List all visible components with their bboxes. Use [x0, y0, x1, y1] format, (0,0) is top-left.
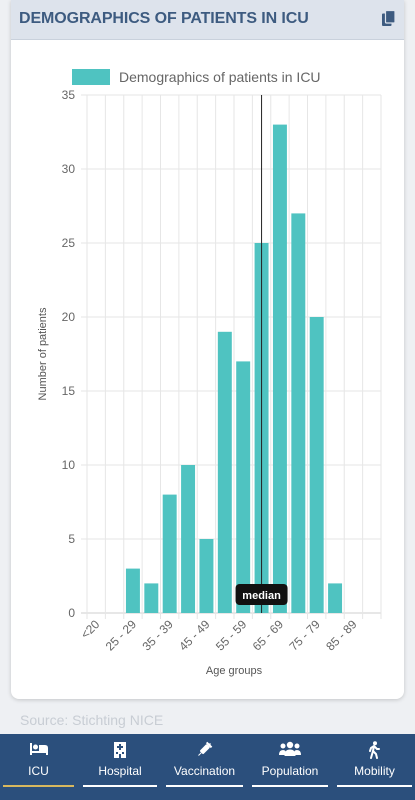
bar [236, 361, 251, 613]
y-tick-label: 0 [68, 606, 75, 620]
x-tick-label: 45 - 49 [176, 617, 213, 654]
bar [181, 465, 196, 613]
walking-icon [367, 741, 381, 764]
x-tick-label: 65 - 69 [250, 617, 287, 654]
x-tick-label: 35 - 39 [139, 617, 176, 654]
x-axis-label: Age groups [206, 665, 263, 677]
bar [199, 539, 214, 613]
nav-item-icu[interactable]: ICU [0, 734, 77, 800]
bar [125, 568, 140, 613]
bar [309, 317, 324, 613]
y-tick-label: 10 [62, 458, 76, 472]
source-text: Source: Stichting NICE [20, 712, 164, 728]
y-tick-label: 25 [62, 236, 76, 250]
bar [162, 494, 177, 613]
nav-active-indicator [3, 785, 74, 787]
nav-underline [83, 785, 157, 787]
bar [217, 331, 232, 613]
card-header: DEMOGRAPHICS OF PATIENTS IN ICU [11, 0, 404, 40]
legend-label: Demographics of patients in ICU [119, 69, 321, 85]
people-icon [278, 741, 302, 762]
y-tick-label: 20 [62, 310, 76, 324]
y-axis-label: Number of patients [37, 307, 49, 400]
bar [328, 583, 343, 613]
hospital-icon [113, 741, 127, 763]
x-tick-label: 85 - 89 [323, 617, 360, 654]
median-tooltip [235, 584, 288, 605]
nav-item-population[interactable]: Population [249, 734, 331, 800]
y-tick-label: 35 [62, 88, 76, 102]
bar [291, 213, 306, 613]
nav-label: ICU [28, 764, 49, 778]
nav-label: Mobility [354, 764, 395, 778]
card-title: DEMOGRAPHICS OF PATIENTS IN ICU [19, 10, 309, 27]
bottom-nav: ICU Hospital [0, 734, 415, 800]
nav-underline [252, 785, 328, 787]
bed-icon [29, 741, 49, 762]
syringe-icon [196, 741, 213, 763]
x-tick-label: 55 - 59 [213, 617, 250, 654]
nav-item-mobility[interactable]: Mobility [334, 734, 415, 800]
median-label: median [242, 590, 281, 602]
nav-underline [166, 785, 243, 787]
bar [272, 124, 287, 613]
legend-swatch [72, 69, 110, 85]
nav-underline [337, 785, 412, 787]
y-tick-label: 5 [68, 532, 75, 546]
bar [144, 583, 159, 613]
y-tick-label: 15 [62, 384, 76, 398]
x-tick-label: 25 - 29 [103, 617, 140, 654]
x-tick-label: 75 - 79 [286, 617, 323, 654]
nav-label: Hospital [98, 764, 142, 778]
copy-icon[interactable] [381, 9, 397, 28]
nav-item-vaccination[interactable]: Vaccination [163, 734, 246, 800]
nav-label: Vaccination [173, 764, 236, 778]
y-tick-label: 30 [62, 162, 76, 176]
chart: 0 5 10 15 20 25 30 35 <20 25 - 29 35 - 39 45 - 49 55… [37, 69, 382, 677]
nav-label: Population [261, 764, 319, 778]
nav-item-hospital[interactable]: Hospital [80, 734, 160, 800]
x-tick-label: <20 [78, 617, 103, 642]
